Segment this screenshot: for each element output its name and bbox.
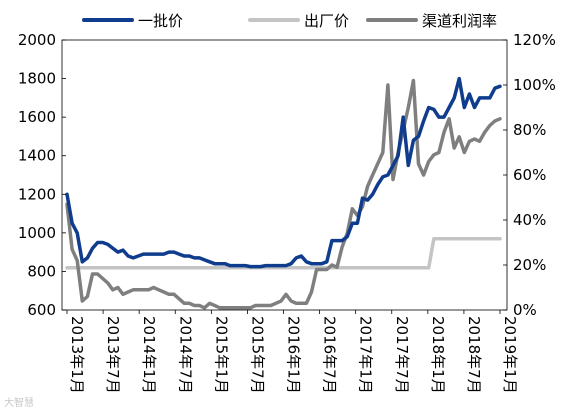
x-tick-label: 2015年1月 bbox=[212, 316, 230, 394]
y-left-tick-label: 1600 bbox=[18, 108, 56, 126]
x-tick-label: 2016年7月 bbox=[321, 316, 339, 394]
x-tick-label: 2014年1月 bbox=[140, 316, 158, 394]
y-right-tick-label: 100% bbox=[513, 76, 556, 94]
x-tick-label: 2013年7月 bbox=[104, 316, 122, 394]
x-tick-label: 2019年1月 bbox=[501, 316, 519, 394]
x-tick-label: 2017年1月 bbox=[357, 316, 375, 394]
y-right-tick-label: 20% bbox=[513, 256, 546, 274]
legend-label: 渠道利润率 bbox=[422, 12, 497, 30]
y-left-tick-label: 1000 bbox=[18, 224, 56, 242]
y-left-tick-label: 800 bbox=[27, 262, 56, 280]
y-right-tick-label: 60% bbox=[513, 166, 546, 184]
series-line-2 bbox=[65, 78, 502, 310]
watermark-text: 大智慧 bbox=[4, 398, 34, 409]
y-left-tick-label: 600 bbox=[27, 301, 56, 319]
x-tick-label: 2018年1月 bbox=[429, 316, 447, 394]
y-right-tick-label: 40% bbox=[513, 211, 546, 229]
legend-label: 出厂价 bbox=[304, 12, 349, 30]
y-left-tick-label: 1200 bbox=[18, 185, 56, 203]
series-line-1 bbox=[65, 237, 502, 270]
watermark-logo: 大智慧 bbox=[4, 394, 34, 409]
x-tick-label: 2013年1月 bbox=[68, 316, 86, 394]
x-tick-label: 2016年1月 bbox=[285, 316, 303, 394]
series-layer bbox=[65, 76, 502, 310]
y-right-tick-label: 0% bbox=[513, 301, 537, 319]
series-line-0 bbox=[65, 76, 502, 269]
legend-label: 一批价 bbox=[138, 12, 183, 30]
axes: 600 800 1000 1200 1400 1600 1800 2000 0% 20% 40% 60… bbox=[18, 31, 556, 394]
y-right-tick-label: 120% bbox=[513, 31, 556, 49]
y-left-tick-label: 1400 bbox=[18, 147, 56, 165]
x-tick-label: 2014年7月 bbox=[176, 316, 194, 394]
legend: 一批价 出厂价 渠道利润率 bbox=[82, 12, 497, 30]
y-left-tick-label: 1800 bbox=[18, 70, 56, 88]
x-tick-label: 2018年7月 bbox=[465, 316, 483, 394]
y-left-tick-label: 2000 bbox=[18, 31, 56, 49]
x-tick-label: 2015年7月 bbox=[248, 316, 266, 394]
x-tick-label: 2017年7月 bbox=[393, 316, 411, 394]
y-right-tick-label: 80% bbox=[513, 121, 546, 139]
